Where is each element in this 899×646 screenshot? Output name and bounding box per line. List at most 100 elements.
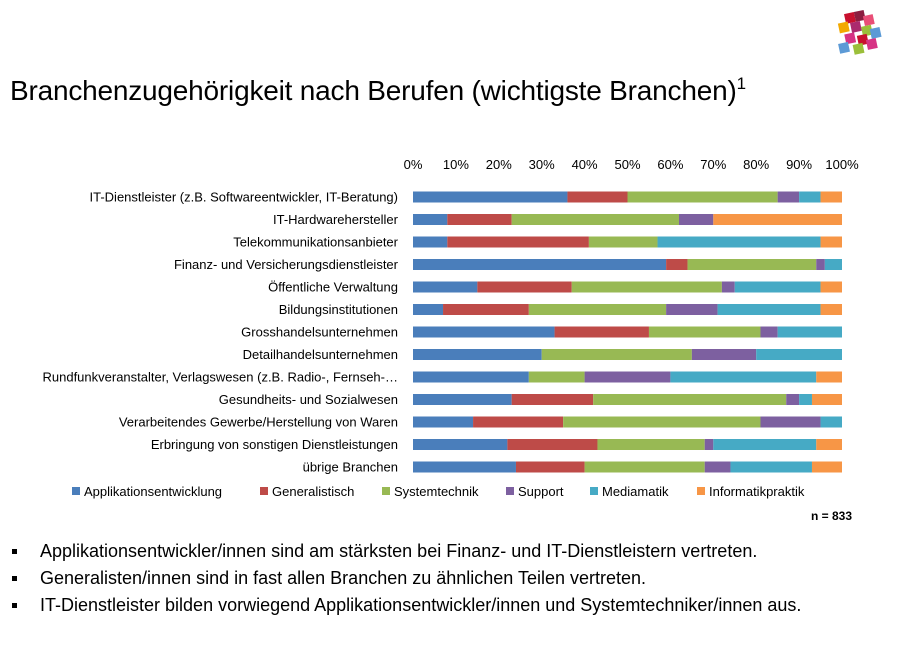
bar-segment — [786, 394, 800, 405]
category-label: Grosshandelsunternehmen — [241, 325, 398, 340]
legend: Applikationsentwicklung Generalistisch Sys… — [72, 484, 805, 499]
bar-segment — [811, 461, 842, 473]
bar-segment — [799, 394, 812, 405]
logo-square — [852, 42, 865, 55]
legend-label: Systemtechnik — [394, 484, 479, 499]
logo-square — [862, 14, 875, 27]
bar-segment — [528, 371, 585, 383]
bar-segment — [820, 236, 842, 248]
bar-segment — [704, 439, 714, 450]
logo-square — [869, 27, 882, 39]
legend-swatch — [382, 487, 390, 495]
category-label: Rundfunkveranstalter, Verlagswesen (z.B.… — [42, 370, 398, 385]
colored-squares-logo — [837, 9, 882, 55]
bullet-item: Generalisten/innen sind in fast allen Br… — [10, 567, 870, 589]
bar-segment — [528, 304, 667, 315]
logo-square — [865, 38, 878, 50]
bar-segment — [413, 416, 474, 428]
legend-swatch — [506, 487, 514, 495]
bar-segment — [593, 394, 787, 405]
bar-segment — [447, 236, 589, 248]
bar-segment — [584, 371, 671, 383]
logo-square — [844, 12, 856, 24]
x-tick-label: 60% — [657, 157, 683, 172]
category-label: Telekommunikationsanbieter — [233, 235, 398, 250]
category-label: Öffentliche Verwaltung — [268, 280, 398, 295]
bar-segment — [691, 349, 757, 360]
bar-segment — [734, 281, 821, 293]
category-label: Erbringung von sonstigen Dienstleistunge… — [151, 437, 398, 452]
category-label: Gesundheits- und Sozialwesen — [219, 392, 398, 407]
bar-segment — [687, 259, 817, 270]
x-axis-ticks: 0% 10% 20% 30% 40% 50% 60% 70% 80% 90% 100% — [404, 157, 859, 172]
category-label: IT-Dienstleister (z.B. Softwareentwickle… — [90, 190, 399, 205]
bar-segment — [670, 371, 817, 383]
legend-swatch — [697, 487, 705, 495]
bar-segment — [413, 326, 555, 338]
legend-label: Support — [518, 484, 564, 499]
bar-segment — [413, 281, 478, 293]
x-tick-label: 20% — [486, 157, 512, 172]
sample-size-note: n = 833 — [811, 509, 852, 523]
logo-square — [844, 32, 857, 45]
bar-segment — [820, 191, 842, 203]
bar-segment — [713, 214, 842, 225]
bar-segment — [413, 214, 448, 225]
x-tick-label: 70% — [700, 157, 726, 172]
bar-segment — [730, 461, 812, 473]
bar-segment — [511, 214, 679, 225]
legend-label: Generalistisch — [272, 484, 354, 499]
bar-segment — [824, 259, 842, 270]
bar-segment — [777, 191, 800, 203]
bar-segment — [413, 461, 516, 473]
bar-segment — [648, 326, 761, 338]
bar-segment — [816, 259, 825, 270]
x-tick-label: 100% — [825, 157, 859, 172]
logo-square — [850, 20, 862, 33]
bar-segment — [413, 394, 512, 405]
category-label: übrige Branchen — [303, 460, 398, 475]
bar-segment — [760, 326, 778, 338]
bar-segment — [443, 304, 529, 315]
bullet-item: Applikationsentwickler/innen sind am stä… — [10, 540, 870, 562]
legend-label: Applikationsentwicklung — [84, 484, 222, 499]
bar-segment — [666, 304, 718, 315]
bar-segment — [811, 394, 842, 405]
bar-segment — [413, 349, 542, 360]
bar-segment — [717, 304, 821, 315]
logo-square — [861, 24, 873, 37]
bar-segment — [816, 439, 842, 450]
logo-square — [837, 21, 850, 34]
legend-entry: Systemtechnik — [382, 484, 479, 499]
legend-entry: Generalistisch — [260, 484, 354, 499]
bar-segment — [657, 236, 821, 248]
bar-segment — [447, 214, 512, 225]
legend-entry: Informatikpraktik — [697, 484, 805, 499]
bar-segment — [473, 416, 564, 428]
bar-segment — [756, 349, 842, 360]
x-tick-label: 10% — [443, 157, 469, 172]
bar-segment — [588, 236, 658, 248]
x-tick-label: 0% — [404, 157, 423, 172]
stacked-bar-chart: 0% 10% 20% 30% 40% 50% 60% 70% 80% 90% 100% IT-Die… — [42, 157, 859, 523]
bar-segment — [760, 416, 821, 428]
category-label: Finanz- und Versicherungsdienstleister — [174, 257, 399, 272]
x-tick-label: 80% — [743, 157, 769, 172]
bar-segment — [627, 191, 778, 203]
bar-segment — [413, 439, 508, 450]
bar-segment — [799, 191, 821, 203]
legend-swatch — [72, 487, 80, 495]
bar-segment — [413, 371, 529, 383]
bar-segment — [507, 439, 598, 450]
bar-segment — [666, 259, 688, 270]
legend-entry: Applikationsentwicklung — [72, 484, 222, 499]
x-tick-label: 40% — [572, 157, 598, 172]
bar-segment — [597, 439, 705, 450]
legend-label: Mediamatik — [602, 484, 669, 499]
legend-label: Informatikpraktik — [709, 484, 805, 499]
bar-segment — [515, 461, 585, 473]
logo-square — [853, 9, 866, 22]
bar-segment — [541, 349, 692, 360]
category-label: Detailhandelsunternehmen — [243, 347, 398, 362]
legend-swatch — [590, 487, 598, 495]
